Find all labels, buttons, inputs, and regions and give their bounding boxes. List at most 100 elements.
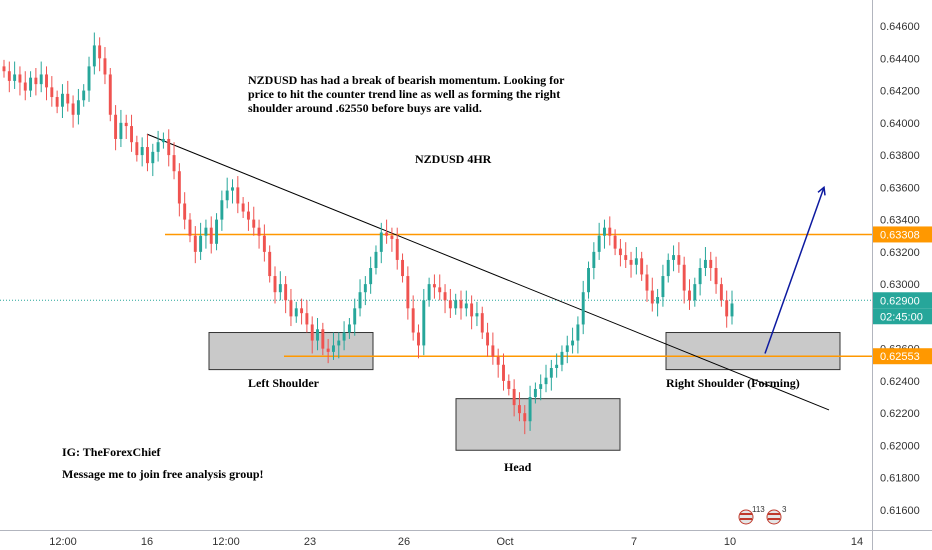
candle-87 xyxy=(464,290,468,317)
candle-108 xyxy=(576,316,580,354)
candle-116 xyxy=(618,238,622,267)
candle-22 xyxy=(119,109,123,148)
group-message: Message me to join free analysis group! xyxy=(62,467,264,481)
ig-handle: IG: TheForexChief xyxy=(62,445,162,459)
candle-92 xyxy=(491,332,495,365)
candle-103 xyxy=(549,359,553,391)
y-tick-2: 0.64200 xyxy=(880,86,920,98)
candle-body-99 xyxy=(528,397,532,422)
candle-132 xyxy=(703,247,707,277)
candle-83 xyxy=(443,284,447,314)
candle-129 xyxy=(688,279,691,310)
candle-body-78 xyxy=(417,332,420,346)
candle-8 xyxy=(45,66,48,101)
candle-body-33 xyxy=(177,171,181,204)
candle-82 xyxy=(438,274,442,301)
candle-body-111 xyxy=(592,251,596,268)
counter-trend-line[interactable] xyxy=(146,133,830,411)
x-tick-5: Oct xyxy=(496,536,513,548)
us-flag-icon-second[interactable] xyxy=(766,509,782,525)
y-tick-1: 0.64400 xyxy=(880,53,920,65)
candle-67 xyxy=(358,279,362,317)
candle-23 xyxy=(124,114,128,139)
candle-body-61 xyxy=(326,348,330,352)
candle-68 xyxy=(363,276,367,306)
candle-body-55 xyxy=(294,308,298,317)
candle-body-104 xyxy=(555,364,559,368)
candle-1 xyxy=(7,61,11,93)
candle-32 xyxy=(172,142,176,180)
candle-54 xyxy=(289,288,293,327)
candle-117 xyxy=(624,242,628,268)
candle-90 xyxy=(480,306,484,339)
candle-body-86 xyxy=(459,300,463,309)
candle-7 xyxy=(39,61,43,93)
candle-80 xyxy=(427,277,431,307)
candle-125 xyxy=(666,253,670,283)
candle-body-27 xyxy=(146,147,149,164)
candle-body-125 xyxy=(666,259,670,277)
candle-body-53 xyxy=(284,284,288,301)
candle-body-89 xyxy=(475,313,479,317)
candle-body-47 xyxy=(252,219,256,228)
y-tick-labels: 0.64600 0.64400 0.64200 0.64000 0.63800 0.636… xyxy=(880,21,920,517)
zone-box-0 xyxy=(208,332,374,371)
candle-136 xyxy=(725,290,729,328)
candle-body-31 xyxy=(167,138,171,156)
candle-body-35 xyxy=(188,219,192,236)
projection-line xyxy=(764,187,825,354)
plot-area xyxy=(0,0,872,530)
candle-body-128 xyxy=(682,264,686,291)
candle-124 xyxy=(661,264,665,307)
candle-112 xyxy=(597,222,601,260)
candle-10 xyxy=(55,90,59,114)
price-axis[interactable] xyxy=(872,0,932,550)
candle-63 xyxy=(337,332,341,359)
candle-body-91 xyxy=(486,332,490,346)
candle-body-95 xyxy=(507,380,511,389)
candle-body-79 xyxy=(422,300,426,346)
candle-36 xyxy=(193,226,197,264)
candle-body-65 xyxy=(347,324,351,333)
candle-69 xyxy=(369,256,373,294)
candle-128 xyxy=(682,256,686,304)
candle-75 xyxy=(401,253,405,283)
candle-body-96 xyxy=(512,388,516,406)
candle-88 xyxy=(470,295,474,330)
projection-arrow[interactable] xyxy=(764,185,826,354)
candle-body-67 xyxy=(358,292,362,309)
candle-body-129 xyxy=(688,290,691,301)
candle-65 xyxy=(347,318,351,339)
candle-45 xyxy=(241,197,245,218)
candle-body-137 xyxy=(730,303,734,317)
candle-5 xyxy=(29,71,33,98)
event-flags[interactable]: 113 3 xyxy=(738,505,787,525)
candle-body-113 xyxy=(603,227,606,236)
countdown-tag: 02:45:00 xyxy=(880,311,923,323)
candle-48 xyxy=(257,219,261,249)
candle-77 xyxy=(411,295,415,341)
candle-122 xyxy=(650,277,654,312)
x-tick-3: 23 xyxy=(304,536,316,548)
zone-label-2: Right Shoulder (Forming) xyxy=(666,376,800,390)
y-tick-3: 0.64000 xyxy=(880,118,920,130)
candle-body-70 xyxy=(374,251,378,268)
candle-body-98 xyxy=(523,413,527,422)
us-flag-icon[interactable] xyxy=(738,509,754,525)
candle-42 xyxy=(225,177,229,209)
candle-56 xyxy=(300,298,304,325)
candle-130 xyxy=(693,277,697,307)
candle-120 xyxy=(640,251,644,281)
candle-body-101 xyxy=(539,384,543,389)
candle-body-23 xyxy=(124,122,128,127)
candle-26 xyxy=(140,137,144,167)
candle-55 xyxy=(294,301,298,323)
candle-body-74 xyxy=(395,238,399,260)
projection-arrowhead-icon xyxy=(817,185,826,196)
candle-25 xyxy=(135,135,139,162)
analysis-note-line-2: price to hit the counter trend line as w… xyxy=(248,87,560,101)
candle-21 xyxy=(114,105,118,151)
candle-body-20 xyxy=(108,74,112,115)
